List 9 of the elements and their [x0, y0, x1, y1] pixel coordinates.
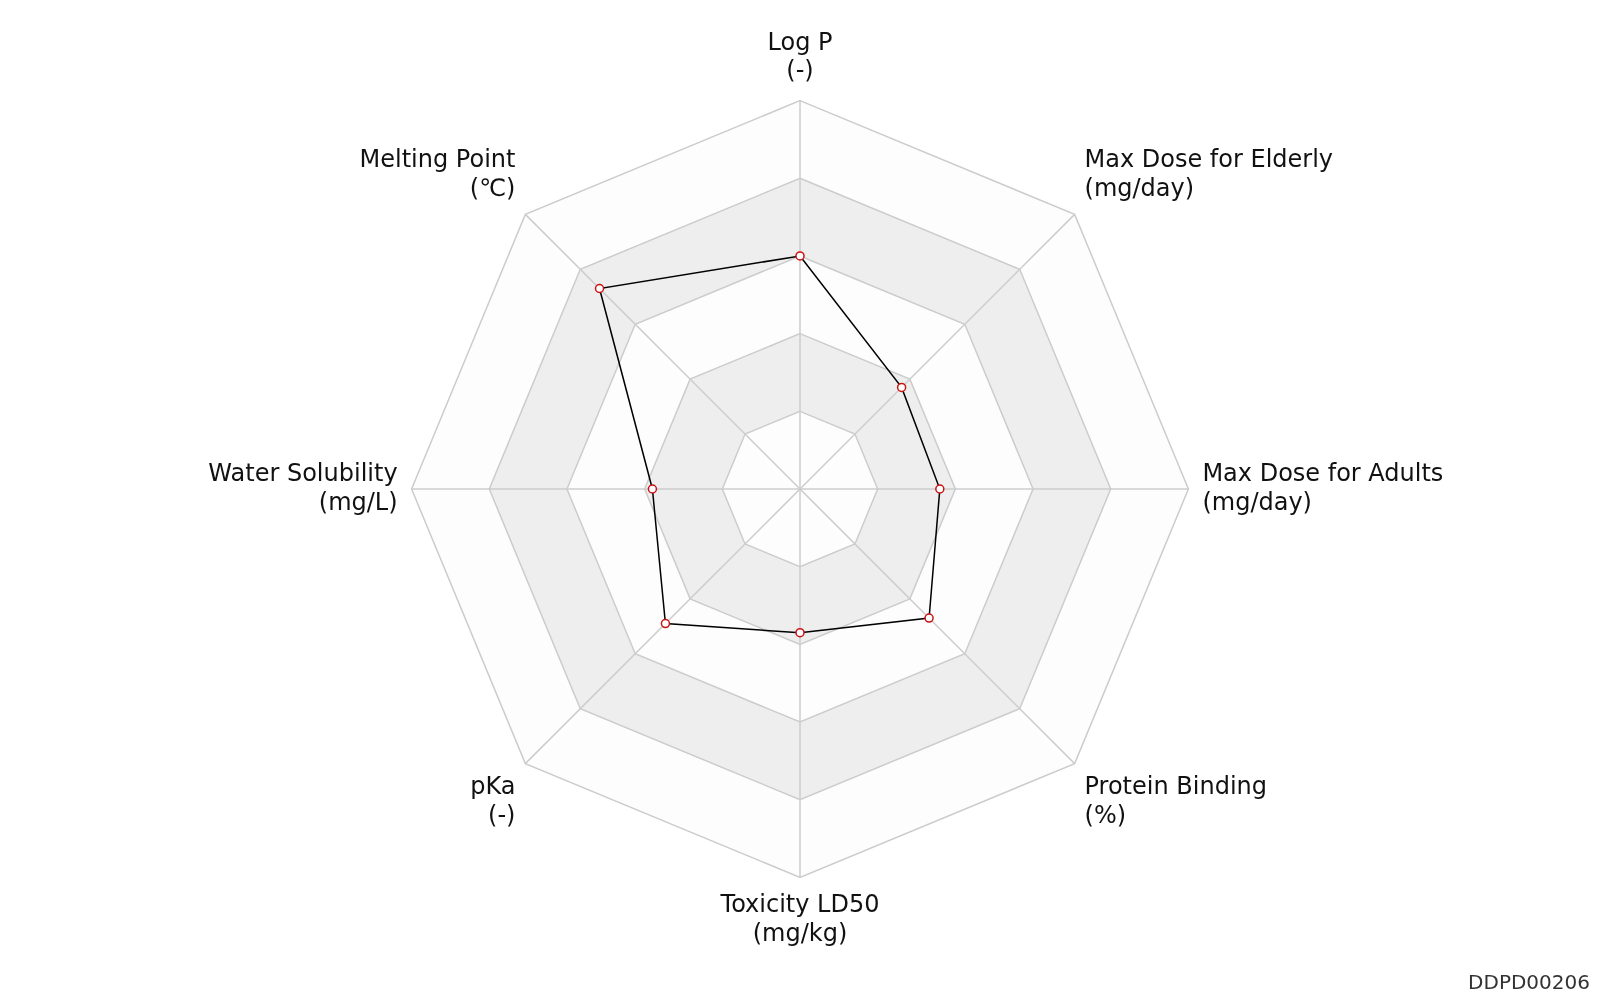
spoke-label: Max Dose for Adults (mg/day): [1202, 458, 1444, 516]
spoke-label: Protein Binding (%): [1084, 772, 1267, 829]
spoke-label: Water Solubility (mg/L): [208, 458, 398, 516]
text: DDPD00206: [1468, 970, 1590, 995]
spoke-label: pKa (-): [470, 772, 516, 829]
spoke-label: Toxicity LD50 (mg/kg): [719, 890, 880, 947]
spoke-label: Max Dose for Elderly (mg/day): [1084, 145, 1334, 203]
spoke-label: Log P (-): [767, 27, 833, 85]
spoke-label: Melting Point (℃): [359, 145, 516, 203]
